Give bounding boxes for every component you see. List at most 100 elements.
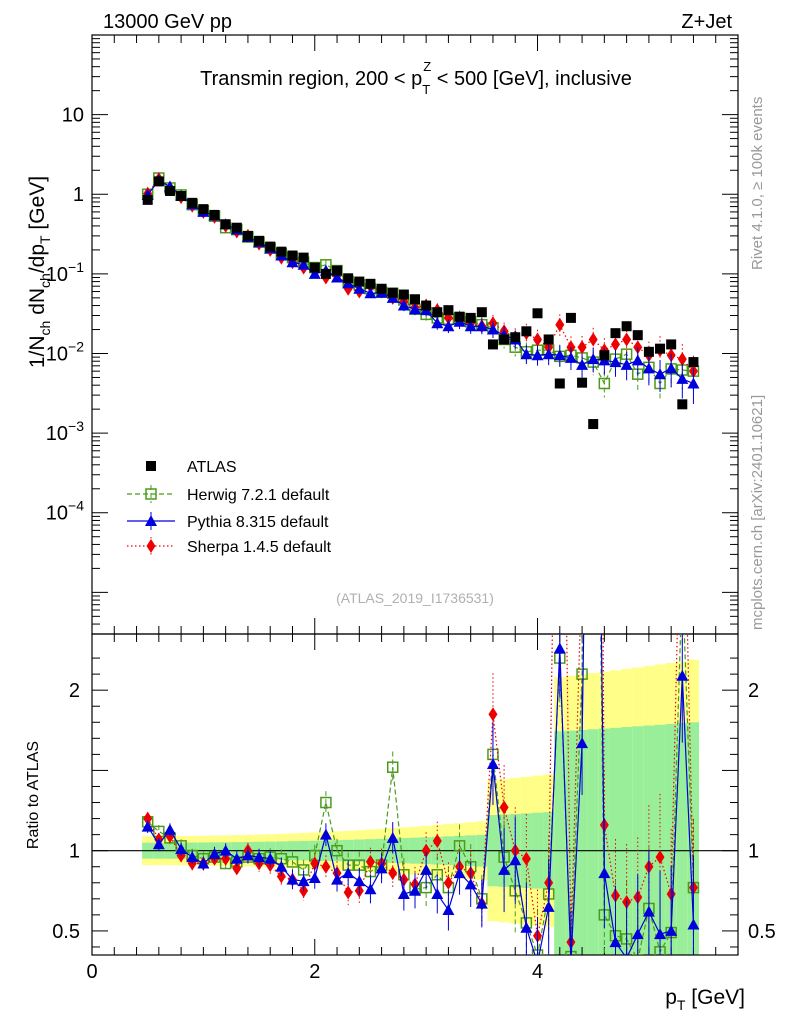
data-point xyxy=(576,358,589,370)
ratio-point xyxy=(486,758,499,770)
ratio-point xyxy=(230,852,243,864)
data-point xyxy=(410,294,420,305)
ratio-point xyxy=(375,862,388,874)
data-point xyxy=(599,350,610,361)
data-point xyxy=(542,348,555,360)
data-point xyxy=(677,352,687,367)
title-post: < 500 [GeV], inclusive xyxy=(431,68,632,90)
series-layer xyxy=(141,172,700,430)
ratio-point xyxy=(421,843,431,858)
data-point xyxy=(475,320,488,332)
ratio-point xyxy=(163,823,176,835)
title-sup: Z xyxy=(423,59,431,74)
ratio-plot-frame xyxy=(91,633,739,956)
y-tick-exponent: −3 xyxy=(68,418,84,434)
ratio-point xyxy=(343,885,353,900)
ratio-point xyxy=(631,928,644,940)
y-tick-exponent: −4 xyxy=(68,498,84,514)
ratio-point xyxy=(521,851,531,866)
ratio-point xyxy=(319,828,332,840)
ratio-point xyxy=(308,871,321,883)
data-point xyxy=(588,419,599,430)
y-tick-label: 10−3 xyxy=(46,418,84,445)
data-point xyxy=(622,332,632,347)
series-triangle xyxy=(141,174,700,405)
ratio-band-green xyxy=(643,725,655,955)
data-point xyxy=(521,326,532,337)
ratio-tick-label: 1 xyxy=(69,841,80,863)
y-tick-base: 10 xyxy=(46,423,68,445)
y-tick-base: 10 xyxy=(46,264,68,286)
ratio-point xyxy=(388,866,398,881)
x-tick-label: 0 xyxy=(86,961,97,983)
data-point xyxy=(531,349,544,361)
ratio-point xyxy=(576,737,589,749)
data-point xyxy=(610,337,620,352)
data-point xyxy=(398,289,409,300)
data-point xyxy=(631,354,644,366)
ylabel-c: /dp xyxy=(26,244,49,273)
data-point xyxy=(432,307,443,318)
data-point xyxy=(632,330,643,341)
data-point xyxy=(588,332,598,347)
data-point xyxy=(688,357,699,368)
data-point xyxy=(577,340,587,355)
data-point xyxy=(621,321,632,332)
ratio-point xyxy=(553,642,566,654)
chart-title: Transmin region, 200 < pTZ < 500 [GeV], … xyxy=(200,59,632,97)
data-point xyxy=(254,235,265,246)
data-point xyxy=(353,282,366,294)
data-point xyxy=(665,362,678,374)
data-point xyxy=(309,262,320,273)
ratio-point xyxy=(386,831,399,843)
data-point xyxy=(464,320,477,332)
data-point xyxy=(587,353,600,365)
ratio-band-green xyxy=(587,729,599,955)
series-line xyxy=(147,177,694,385)
data-point xyxy=(421,300,432,311)
y-tick-label: 10−4 xyxy=(46,498,84,525)
data-point xyxy=(676,372,689,384)
ratio-point xyxy=(642,905,655,917)
ratio-band-green xyxy=(665,723,677,955)
ylabel-b-sub: ch xyxy=(37,273,53,288)
data-point xyxy=(609,356,622,368)
data-point xyxy=(543,334,554,345)
data-point xyxy=(510,332,521,343)
data-point xyxy=(454,311,465,322)
data-point xyxy=(533,332,543,347)
legend-marker xyxy=(146,539,156,553)
ylabel-c-sub: T xyxy=(37,235,53,244)
ratio-point xyxy=(297,875,310,887)
ratio-point xyxy=(488,707,498,722)
ratio-point xyxy=(598,867,611,879)
ratio-band-green xyxy=(676,723,688,955)
data-point xyxy=(209,209,220,220)
data-point xyxy=(276,246,287,257)
data-point xyxy=(409,303,421,315)
ratio-point xyxy=(219,844,232,856)
ratio-point xyxy=(542,900,555,912)
data-point xyxy=(577,377,588,388)
data-point xyxy=(565,312,576,323)
data-point xyxy=(231,222,242,233)
data-point xyxy=(564,351,577,363)
ratio-point xyxy=(264,852,277,864)
x-tick-label: 4 xyxy=(532,961,543,983)
ratio-point xyxy=(342,867,355,879)
ratio-point xyxy=(152,838,165,850)
ratio-point xyxy=(141,820,154,832)
ratio-point xyxy=(509,854,522,866)
y-tick-label: 10−2 xyxy=(46,338,84,365)
ratio-point xyxy=(609,936,622,948)
data-point xyxy=(343,273,354,284)
data-point xyxy=(643,346,654,357)
ratio-point xyxy=(655,850,665,865)
ylabel-b: dN xyxy=(26,288,49,321)
ratio-point xyxy=(232,861,242,876)
ratio-point xyxy=(208,847,221,859)
ratio-point xyxy=(241,849,254,861)
ratio-point xyxy=(665,924,678,936)
ratio-point xyxy=(286,873,299,885)
